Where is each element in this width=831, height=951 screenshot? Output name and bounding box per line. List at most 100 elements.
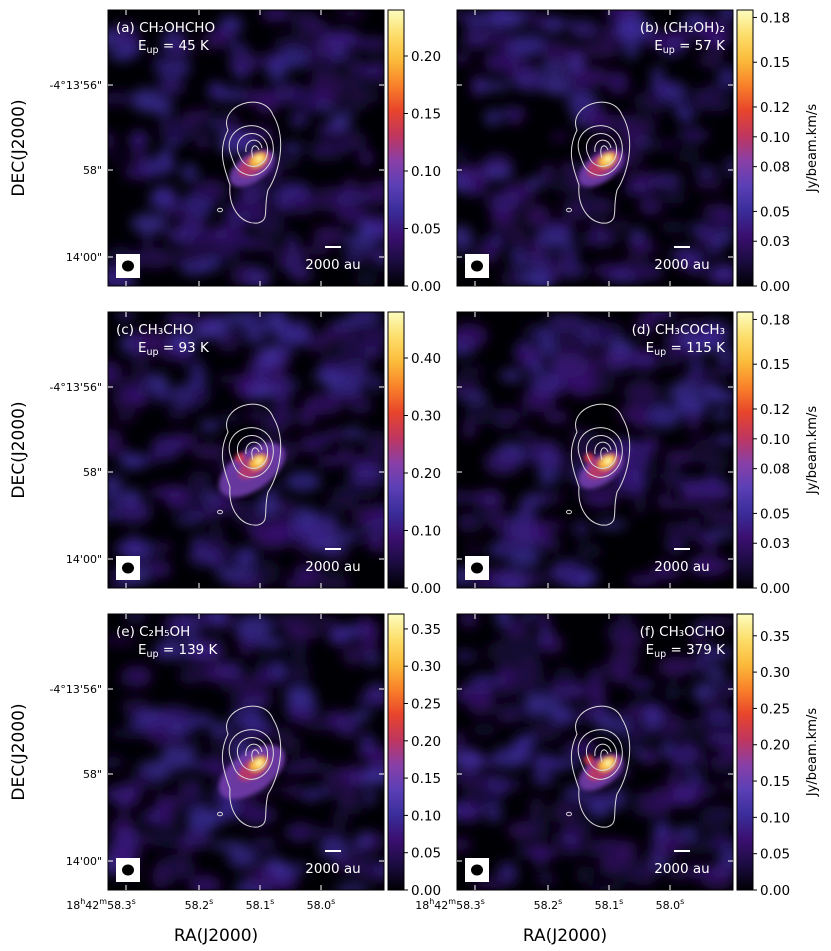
x-axis-title: RA(J2000) — [523, 926, 607, 946]
ytick-label: -4°13'56" — [49, 381, 102, 394]
species-label: (b) (CH₂OH)₂ — [640, 20, 725, 36]
colorbar-tick-label: 0.10 — [411, 164, 441, 180]
colorbar-tick-label: 0.30 — [760, 665, 790, 681]
ytick-label: 58" — [83, 768, 102, 781]
eup-label: Eup = 45 K — [138, 38, 210, 56]
colorbar-tick-label: 0.05 — [411, 846, 441, 862]
colorbar-tick-label: 0.20 — [760, 738, 790, 754]
map-frame — [107, 613, 385, 891]
xtick-label: 58.0s — [307, 897, 336, 912]
colorbar-tick-label: 0.15 — [760, 55, 790, 71]
eup-label: Eup = 115 K — [646, 340, 727, 358]
colorbar — [736, 311, 754, 589]
colorbar-tick-label: 0.20 — [411, 49, 441, 65]
map-frame — [456, 9, 734, 287]
colorbar-tick-label: 0.15 — [760, 357, 790, 373]
ytick-label: 14'00" — [66, 251, 102, 264]
colorbar-tick-label: 0.35 — [411, 622, 441, 638]
xtick-label: 18h42m58.3s — [66, 897, 136, 912]
colorbar-tick-label: 0.15 — [760, 774, 790, 790]
colorbar-tick-label: 0.40 — [411, 351, 441, 367]
colorbar — [387, 311, 405, 589]
y-axis-title: DEC(J2000) — [9, 99, 29, 196]
xtick-label: 58.1s — [246, 897, 275, 912]
colorbar-label: Jy/beam.km/s — [805, 104, 820, 193]
species-label: (c) CH₃CHO — [116, 322, 193, 338]
colorbar-tick-label: 0.10 — [760, 130, 790, 146]
colorbar-tick-label: 0.12 — [760, 402, 790, 418]
panel-f: (f) CH₃OCHO Eup = 379 K 2000 au 0.00 0.05 0.1… — [415, 613, 820, 946]
colorbar-tick-label: 0.03 — [760, 536, 790, 552]
colorbar-tick-label: 0.00 — [411, 883, 441, 899]
ytick-label: 14'00" — [66, 855, 102, 868]
continuum-contours — [566, 403, 631, 526]
colorbar-tick-label: 0.05 — [760, 847, 790, 863]
xtick-label: 18h42m58.3s — [415, 897, 485, 912]
emission-map — [108, 312, 384, 588]
panel-c: -4°13'56" 58" 14'00" (c) CH₃CHO Eup = 93 K 20… — [9, 311, 441, 597]
species-label: (f) CH₃OCHO — [640, 624, 725, 640]
colorbar-tick-label: 0.30 — [411, 409, 441, 425]
scale-bar-label: 2000 au — [654, 861, 709, 877]
map-frame — [107, 311, 385, 589]
colorbar-tick-label: 0.08 — [760, 160, 790, 176]
colorbar-tick-label: 0.10 — [411, 808, 441, 824]
emission-map — [108, 10, 384, 286]
colorbar-tick-label: 0.00 — [411, 279, 441, 295]
colorbar-tick-label: 0.10 — [760, 810, 790, 826]
beam-ellipse — [122, 562, 134, 574]
species-label: (d) CH₃COCH₃ — [632, 322, 725, 338]
ytick-label: 14'00" — [66, 553, 102, 566]
ytick-label: -4°13'56" — [49, 79, 102, 92]
species-label: (a) CH₂OHCHO — [116, 20, 215, 36]
xtick-label: 58.0s — [656, 897, 685, 912]
continuum-contours — [566, 705, 631, 828]
eup-label: Eup = 93 K — [138, 340, 210, 358]
colorbar-tick-label: 0.05 — [760, 204, 790, 220]
scale-bar-label: 2000 au — [305, 861, 360, 877]
colorbar-tick-label: 0.30 — [411, 659, 441, 675]
emission-map — [457, 614, 733, 890]
colorbar-tick-label: 0.00 — [760, 581, 790, 597]
eup-label: Eup = 139 K — [138, 642, 219, 660]
colorbar-tick-label: 0.00 — [760, 279, 790, 295]
species-label: (e) C₂H₅OH — [116, 624, 190, 640]
xtick-label: 58.2s — [185, 897, 214, 912]
panel-e: -4°13'56" 58" 14'00" (e) C₂H₅OH Eup = 139 K 2… — [9, 613, 441, 946]
colorbar-tick-label: 0.10 — [411, 524, 441, 540]
scale-bar-label: 2000 au — [305, 559, 360, 575]
eup-label: Eup = 379 K — [646, 642, 727, 660]
colorbar-tick-label: 0.08 — [760, 462, 790, 478]
emission-map — [457, 10, 733, 286]
colorbar-tick-label: 0.20 — [411, 734, 441, 750]
colorbar-label: Jy/beam.km/s — [805, 708, 820, 797]
ytick-label: 58" — [83, 466, 102, 479]
continuum-contours — [217, 101, 282, 224]
beam-ellipse — [471, 562, 483, 574]
scale-bar-label: 2000 au — [305, 257, 360, 273]
x-axis-title: RA(J2000) — [174, 926, 258, 946]
colorbar-tick-label: 0.35 — [760, 629, 790, 645]
colorbar — [387, 9, 405, 287]
xtick-label: 58.1s — [595, 897, 624, 912]
xtick-label: 58.2s — [534, 897, 563, 912]
colorbar-tick-label: 0.00 — [411, 581, 441, 597]
colorbar-tick-label: 0.15 — [411, 107, 441, 123]
y-axis-title: DEC(J2000) — [9, 401, 29, 498]
eup-label: Eup = 57 K — [654, 38, 726, 56]
colorbar — [736, 9, 754, 287]
map-frame — [456, 613, 734, 891]
colorbar-tick-label: 0.25 — [760, 701, 790, 717]
beam-ellipse — [471, 864, 483, 876]
scale-bar-label: 2000 au — [654, 559, 709, 575]
y-axis-title: DEC(J2000) — [9, 703, 29, 800]
beam-ellipse — [122, 864, 134, 876]
colorbar-tick-label: 0.00 — [760, 883, 790, 899]
colorbar-tick-label: 0.18 — [760, 312, 790, 328]
colorbar-tick-label: 0.25 — [411, 697, 441, 713]
colorbar-tick-label: 0.05 — [411, 222, 441, 238]
beam-ellipse — [471, 260, 483, 272]
colorbar-tick-label: 0.15 — [411, 771, 441, 787]
colorbar — [387, 613, 405, 891]
continuum-contours — [566, 101, 631, 224]
